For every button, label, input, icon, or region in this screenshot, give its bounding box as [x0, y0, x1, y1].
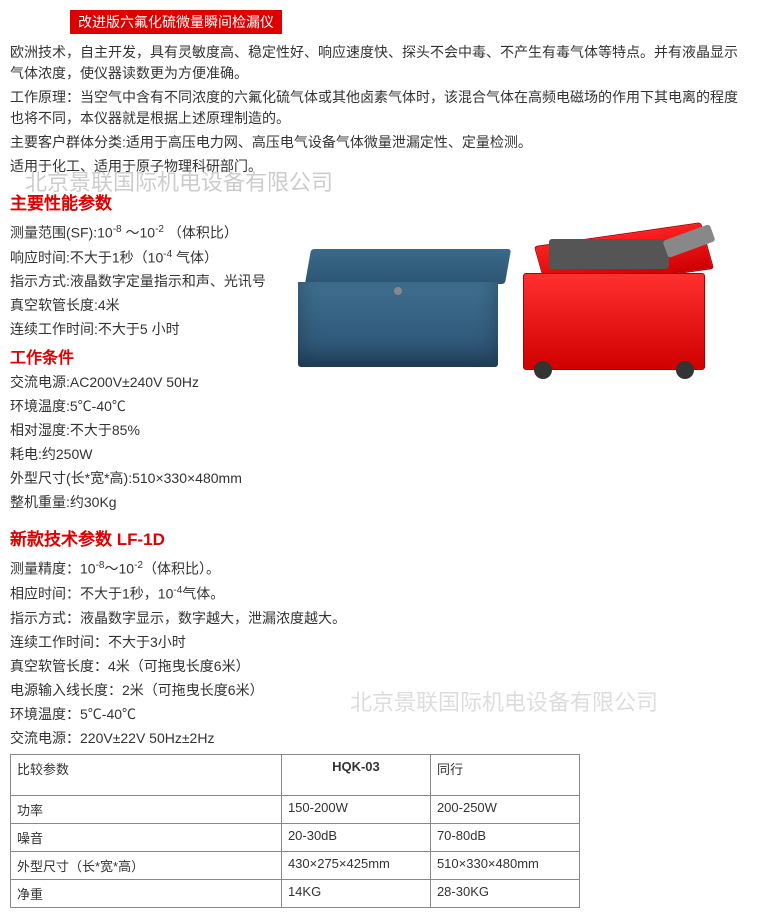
text: 气体。 [182, 586, 224, 602]
text: （体积比）。 [143, 561, 220, 577]
text: 气体） [172, 249, 218, 265]
cond-weight: 整机重量:约30Kg [10, 492, 750, 513]
cond-size: 外型尺寸(长*宽*高):510×330×480mm [10, 468, 750, 489]
compare-table: 比较参数 HQK-03 同行 功率 150-200W 200-250W 噪音 2… [10, 754, 580, 908]
new-resp: 相应时间：不大于1秒，10-4气体。 [10, 583, 750, 605]
blue-device-icon [298, 249, 508, 369]
intro-p1: 欧洲技术，自主开发，具有灵敏度高、稳定性好、响应速度快、探头不会中毒、不产生有毒… [10, 42, 750, 84]
cond-hum: 相对湿度:不大于85% [10, 420, 750, 441]
sup: -8 [113, 224, 122, 235]
performance-block: 主要性能参数 测量范围(SF):10-8 ～10-2 （体积比） 响应时间:不大… [10, 189, 750, 749]
text: （体积比） [164, 225, 238, 241]
th-peer: 同行 [430, 754, 579, 795]
cell: 430×275×425mm [281, 851, 430, 879]
text: 测量范围(SF):10 [10, 225, 113, 241]
sup: -4 [163, 249, 172, 260]
text: ～10 [104, 561, 134, 577]
title-badge: 改进版六氟化硫微量瞬间检漏仪 [70, 10, 282, 34]
perf-title: 主要性能参数 [10, 189, 750, 214]
cell: 150-200W [281, 795, 430, 823]
intro-p4: 适用于化工、适用于原子物理科研部门。 [10, 156, 750, 177]
intro-block: 欧洲技术，自主开发，具有灵敏度高、稳定性好、响应速度快、探头不会中毒、不产生有毒… [10, 42, 750, 177]
cell: 200-250W [430, 795, 579, 823]
cell: 功率 [11, 795, 282, 823]
text: 响应时间:不大于1秒（10 [10, 249, 163, 265]
th-param: 比较参数 [11, 754, 282, 795]
cell: 20-30dB [281, 823, 430, 851]
table-header: 比较参数 HQK-03 同行 [11, 754, 580, 795]
cell: 噪音 [11, 823, 282, 851]
th-model: HQK-03 [281, 754, 430, 795]
cond-temp: 环境温度:5℃-40℃ [10, 396, 750, 417]
red-device-icon [523, 234, 713, 384]
cell: 外型尺寸（长*宽*高） [11, 851, 282, 879]
table-row: 功率 150-200W 200-250W [11, 795, 580, 823]
new-title: 新款技术参数 LF-1D [10, 525, 750, 550]
new-worktime: 连续工作时间：不大于3小时 [10, 632, 750, 653]
intro-p2: 工作原理：当空气中含有不同浓度的六氟化硫气体或其他卤素气体时，该混合气体在高频电… [10, 87, 750, 129]
text: ～10 [122, 225, 155, 241]
sup: -2 [155, 224, 164, 235]
table-row: 噪音 20-30dB 70-80dB [11, 823, 580, 851]
table-row: 外型尺寸（长*宽*高） 430×275×425mm 510×330×480mm [11, 851, 580, 879]
new-indicate: 指示方式：液晶数字显示，数字越大，泄漏浓度越大。 [10, 608, 750, 629]
cell: 70-80dB [430, 823, 579, 851]
cell: 净重 [11, 879, 282, 907]
sup: -2 [134, 560, 143, 571]
new-power: 交流电源：220V±22V 50Hz±2Hz [10, 728, 750, 749]
intro-p3: 主要客户群体分类:适用于高压电力网、高压电气设备气体微量泄漏定性、定量检测。 [10, 132, 750, 153]
cell: 28-30KG [430, 879, 579, 907]
text: 测量精度：10 [10, 561, 96, 577]
cell: 14KG [281, 879, 430, 907]
new-cable: 电源输入线长度：2米（可拖曳长度6米） [10, 680, 750, 701]
new-temp: 环境温度：5℃-40℃ [10, 704, 750, 725]
sup: -4 [173, 585, 182, 596]
cond-watt: 耗电:约250W [10, 444, 750, 465]
product-images [290, 219, 720, 399]
table-row: 净重 14KG 28-30KG [11, 879, 580, 907]
new-hose: 真空软管长度：4米（可拖曳长度6米） [10, 656, 750, 677]
new-acc: 测量精度：10-8～10-2（体积比）。 [10, 558, 750, 580]
text: 相应时间：不大于1秒，10 [10, 586, 173, 602]
cell: 510×330×480mm [430, 851, 579, 879]
